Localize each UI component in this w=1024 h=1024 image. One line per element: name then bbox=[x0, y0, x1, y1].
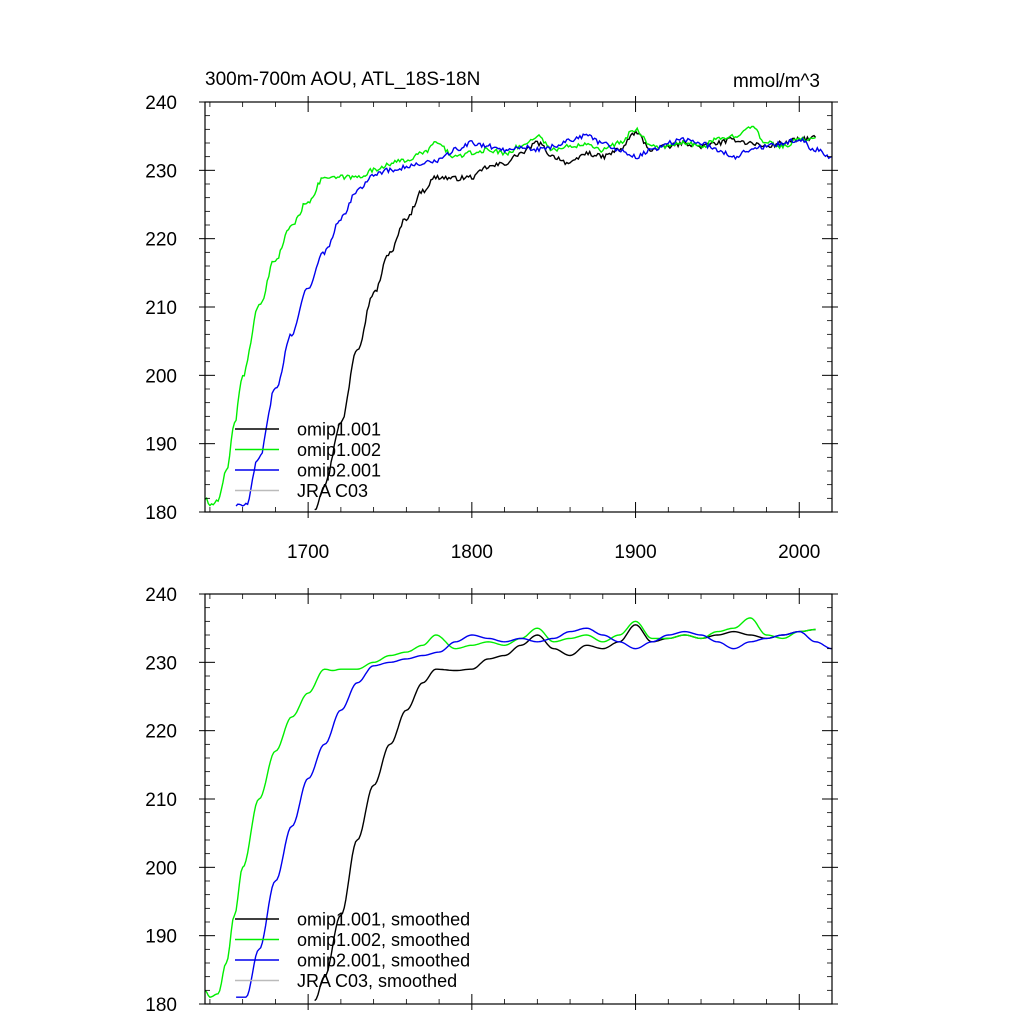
chart-title: 300m-700m AOU, ATL_18S-18N bbox=[205, 69, 480, 90]
x-tick-label: 1800 bbox=[451, 542, 493, 563]
y-tick-label: 240 bbox=[145, 93, 177, 114]
y-tick-label: 210 bbox=[145, 298, 177, 319]
y-tick-label: 220 bbox=[145, 230, 177, 251]
bottom-panel: 180 190 200 210 220 230 240 omip1.001, smoothed… bbox=[145, 585, 838, 1016]
x-tick-label: 1900 bbox=[614, 542, 656, 563]
y-tick-label: 200 bbox=[145, 366, 177, 387]
legend-label: JRA C03 bbox=[297, 481, 368, 501]
series-line-omip1-002 bbox=[205, 125, 816, 507]
legend-label: omip1.001, smoothed bbox=[297, 910, 470, 930]
y-tick-label: 230 bbox=[145, 653, 177, 674]
y-tick-label: 190 bbox=[145, 927, 177, 948]
x-tick-label: 1700 bbox=[287, 542, 329, 563]
legend-label: omip1.002 bbox=[297, 440, 381, 460]
y-tick-label: 240 bbox=[145, 585, 177, 606]
legend-label: omip1.001 bbox=[297, 420, 381, 440]
legend-label: omip1.002, smoothed bbox=[297, 930, 470, 950]
legend-label: omip2.001 bbox=[297, 461, 381, 481]
top-panel: 300m-700m AOU, ATL_18S-18N mmol/m^3 180 1… bbox=[145, 69, 838, 563]
series-line-omip1-001 bbox=[314, 129, 817, 511]
y-tick-label: 190 bbox=[145, 435, 177, 456]
units-label: mmol/m^3 bbox=[733, 71, 820, 92]
x-tick-label: 2000 bbox=[778, 542, 820, 563]
series-line-omip1-002-smoothed bbox=[205, 617, 816, 998]
y-tick-label: 200 bbox=[145, 858, 177, 879]
series-group bbox=[205, 125, 832, 511]
y-tick-label: 220 bbox=[145, 722, 177, 743]
y-tick-label: 210 bbox=[145, 790, 177, 811]
series-group bbox=[205, 617, 832, 1002]
series-line-omip2-001-smoothed bbox=[236, 627, 832, 998]
legend-label: JRA C03, smoothed bbox=[297, 971, 457, 991]
y-tick-label: 230 bbox=[145, 161, 177, 182]
y-tick-label: 180 bbox=[145, 995, 177, 1016]
series-line-omip1-001-smoothed bbox=[314, 624, 816, 1002]
y-tick-label: 180 bbox=[145, 503, 177, 524]
legend-label: omip2.001, smoothed bbox=[297, 951, 470, 971]
series-line-omip2-001 bbox=[235, 133, 832, 507]
